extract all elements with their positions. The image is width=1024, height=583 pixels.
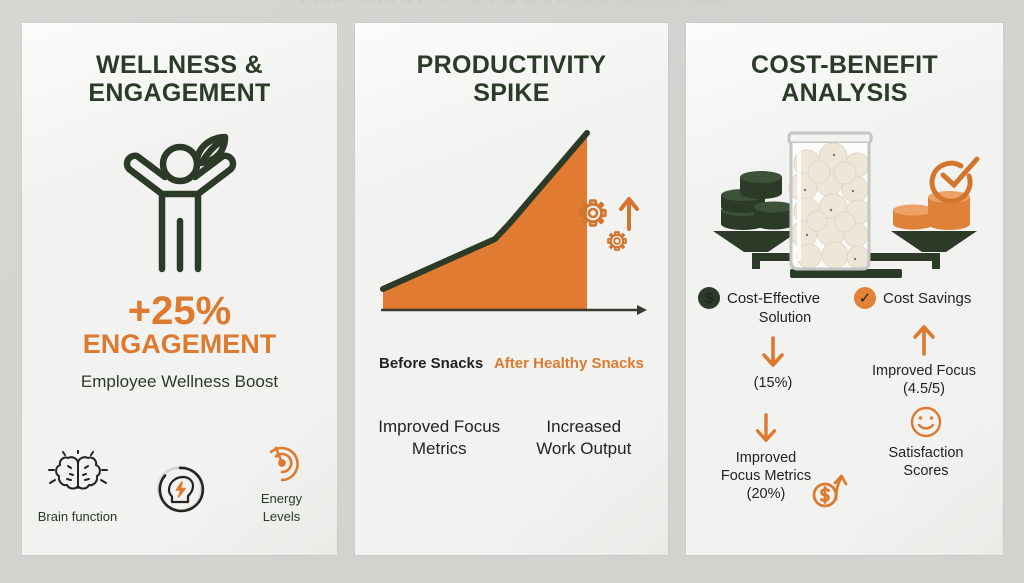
card3-title: COST-BENEFIT ANALYSIS xyxy=(700,51,989,107)
chart-axis-labels: Before Snacks After Healthy Snacks xyxy=(355,355,668,372)
metric-cost-effective: $ Cost-Effective Solution (15%) xyxy=(698,287,848,392)
head-lightning-icon xyxy=(156,466,204,513)
icon-cell-energy: Energy Levels xyxy=(234,442,330,525)
satisfaction-line1: Satisfaction xyxy=(888,445,964,461)
metric-satisfaction: Satisfaction Scores xyxy=(856,405,996,480)
card1-title: WELLNESS & ENGAGEMENT xyxy=(36,51,323,107)
metric-focus-metrics: Improved Focus Metrics (20%) xyxy=(692,412,840,503)
chart-area-fill xyxy=(383,133,587,309)
engagement-stat: +25% ENGAGEMENT Employee Wellness Boost xyxy=(22,290,337,392)
brain-caption: Brain function xyxy=(37,509,118,525)
energy-caption-line2: Levels xyxy=(262,509,301,525)
footer-work-output-line1: Increased xyxy=(546,417,622,436)
card3-title-line2: ANALYSIS xyxy=(781,79,908,107)
card2-title-line2: SPIKE xyxy=(473,79,550,107)
footer-improved-focus: Improved Focus Metrics xyxy=(374,416,504,460)
stat-number: +25% xyxy=(127,289,232,333)
cost-effective-head: $ Cost-Effective xyxy=(698,287,848,309)
dollar-up-arrow-icon xyxy=(808,465,854,516)
cost-effective-label2: Solution xyxy=(758,310,812,326)
cost-effective-value: (15%) xyxy=(753,375,793,392)
card1-title-line2: ENGAGEMENT xyxy=(88,79,271,107)
cost-savings-head: ✓ Cost Savings xyxy=(854,287,1003,309)
chart-trend-line xyxy=(380,130,590,292)
chart-x-axis-arrow xyxy=(637,305,647,315)
satisfaction-line2: Scores xyxy=(903,463,949,480)
arrow-down-icon-2 xyxy=(692,412,840,449)
slide-title-cropped: THE SNACK STRATEGY PAYOFF xyxy=(0,0,1024,4)
focus-metrics-line2: Focus Metrics xyxy=(720,468,812,485)
scale-pan-left xyxy=(712,231,799,252)
stat-subtitle: Employee Wellness Boost xyxy=(80,371,279,391)
gears-up-arrow-icon xyxy=(579,197,639,251)
person-with-leaf-icon xyxy=(22,123,337,278)
card2-title-line1: PRODUCTIVITY xyxy=(416,51,607,79)
smiley-face-icon xyxy=(856,405,996,444)
wellness-icon-row: Brain function Energy Levels xyxy=(22,442,337,525)
focus-metrics-line1: Improved xyxy=(735,450,797,466)
card3-title-line1: COST-BENEFIT xyxy=(751,51,938,79)
card2-title: PRODUCTIVITY SPIKE xyxy=(369,51,654,107)
brain-icon xyxy=(47,449,108,490)
scale-pan-right xyxy=(890,231,977,252)
stat-label: ENGAGEMENT xyxy=(82,329,277,359)
energy-gauge-icon xyxy=(269,446,299,482)
productivity-area-chart xyxy=(355,121,668,349)
cost-savings-label: Cost Savings xyxy=(883,289,972,307)
arrow-up-icon xyxy=(844,323,1003,362)
card-cost-benefit-analysis[interactable]: COST-BENEFIT ANALYSIS xyxy=(686,23,1003,555)
card2-footer: Improved Focus Metrics Increased Work Ou… xyxy=(355,416,668,460)
footer-work-output-line2: Work Output xyxy=(536,439,632,459)
check-circle-outline-icon xyxy=(929,156,979,204)
improved-focus-label: Improved Focus xyxy=(872,363,976,379)
makhana-seeds xyxy=(788,142,870,269)
card-wellness-engagement[interactable]: WELLNESS & ENGAGEMENT +25% ENGAGEMENT Em… xyxy=(22,23,337,555)
footer-work-output: Increased Work Output xyxy=(519,416,649,460)
card-productivity-spike[interactable]: PRODUCTIVITY SPIKE xyxy=(355,23,668,555)
coin-stack-green xyxy=(720,171,794,230)
footer-improved-focus-line1: Improved Focus xyxy=(378,417,501,436)
arrow-down-icon xyxy=(698,335,848,374)
axis-label-after: After Healthy Snacks xyxy=(493,355,644,372)
balance-scale-with-makhana-jar-icon xyxy=(686,111,1003,283)
axis-label-before: Before Snacks xyxy=(379,355,484,372)
energy-caption-line1: Energy xyxy=(260,491,303,507)
footer-improved-focus-line2: Metrics xyxy=(411,439,467,459)
check-circle-icon: ✓ xyxy=(854,287,876,309)
focus-metrics-line3: (20%) xyxy=(746,486,786,503)
card1-title-line1: WELLNESS & xyxy=(96,51,263,79)
improved-focus-score: (4.5/5) xyxy=(903,381,945,398)
chart-svg xyxy=(380,130,647,315)
dollar-circle-icon: $ xyxy=(698,287,720,309)
metric-cost-savings: ✓ Cost Savings Improved Focus (4.5/5) xyxy=(854,287,1003,398)
cost-benefit-metrics: $ Cost-Effective Solution (15%) ✓ Cost S… xyxy=(686,287,1003,537)
coin-stack-orange xyxy=(892,191,970,230)
icon-cell-head-lightning xyxy=(132,458,228,525)
makhana-jar xyxy=(787,131,872,271)
cost-effective-label: Cost-Effective xyxy=(727,289,821,307)
icon-cell-brain: Brain function xyxy=(30,449,126,525)
